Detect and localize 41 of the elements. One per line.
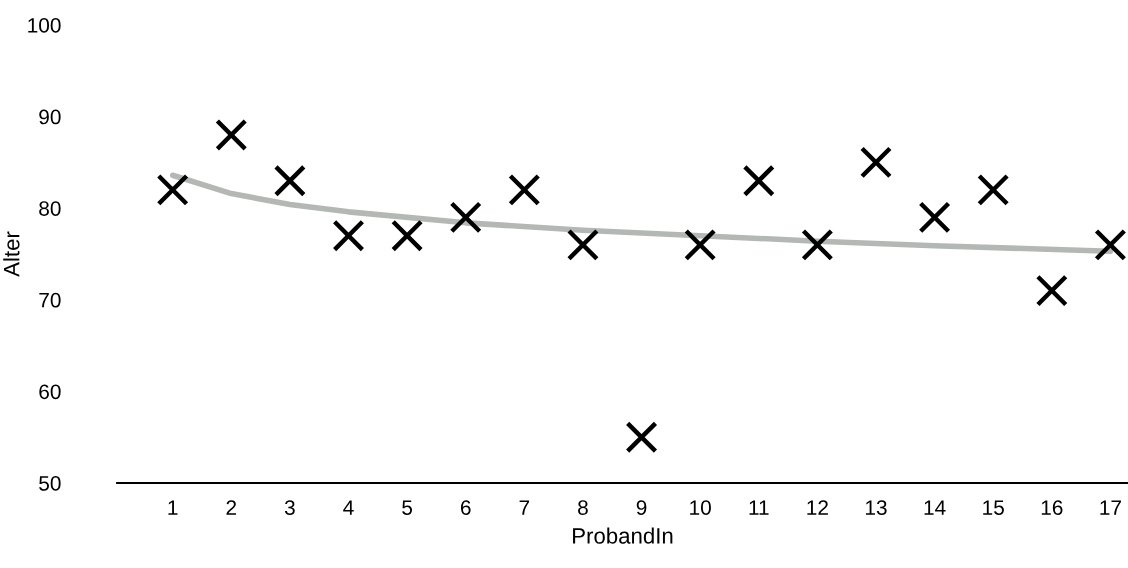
x-tick-label: 7 xyxy=(519,500,530,515)
point xyxy=(1094,228,1127,261)
point xyxy=(977,173,1010,206)
x-tick-label: 3 xyxy=(284,500,295,515)
point xyxy=(449,201,482,234)
point xyxy=(566,228,600,261)
point xyxy=(508,173,541,206)
y-tick-label: 70 xyxy=(39,292,61,308)
y-tick-label: 50 xyxy=(39,476,61,491)
point xyxy=(859,146,893,179)
point xyxy=(215,118,248,152)
x-tick-label: 17 xyxy=(1100,500,1121,515)
point xyxy=(625,421,658,454)
x-tick-label: 5 xyxy=(402,500,413,515)
point xyxy=(332,219,365,252)
point xyxy=(684,228,717,261)
y-tick-label: 90 xyxy=(39,109,61,125)
x-tick-label: 16 xyxy=(1041,500,1063,515)
x-tick-label: 13 xyxy=(865,500,887,515)
point xyxy=(1035,274,1068,307)
x-tick-label: 12 xyxy=(807,500,828,515)
y-tick-label: 100 xyxy=(28,18,61,33)
x-tick-label: 15 xyxy=(983,500,1004,515)
x-axis-title: ProbandIn xyxy=(573,527,673,544)
x-tick-label: 10 xyxy=(690,500,711,515)
y-axis-title: Alter xyxy=(3,231,20,277)
x-tick-label: 8 xyxy=(578,500,588,515)
point xyxy=(273,164,306,197)
x-tick-label: 1 xyxy=(168,500,178,515)
x-tick-label: 6 xyxy=(460,500,471,515)
x-tick-label: 14 xyxy=(924,500,946,515)
point xyxy=(156,173,189,206)
point xyxy=(391,219,424,252)
point xyxy=(742,164,775,197)
x-tick-label: 9 xyxy=(636,500,647,515)
y-tick-label: 80 xyxy=(39,201,61,216)
x-tick-label: 11 xyxy=(749,500,769,515)
x-tick-label: 2 xyxy=(226,500,237,515)
point xyxy=(918,201,951,234)
y-tick-label: 60 xyxy=(39,384,61,400)
x-tick-label: 4 xyxy=(343,500,354,515)
